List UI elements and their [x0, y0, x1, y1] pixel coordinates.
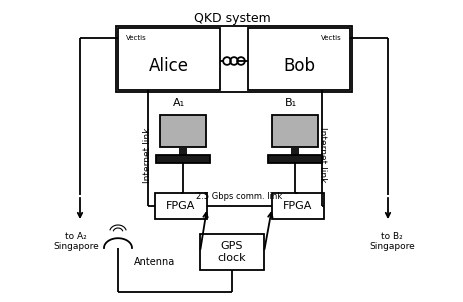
- Bar: [156, 155, 210, 163]
- Text: to A₂
Singapore: to A₂ Singapore: [53, 232, 99, 251]
- Bar: [116, 26, 352, 92]
- Text: Bob: Bob: [283, 57, 315, 76]
- Text: Internet link: Internet link: [144, 127, 152, 183]
- Bar: [291, 147, 299, 155]
- Text: 2.5 Gbps comm. link: 2.5 Gbps comm. link: [196, 192, 282, 201]
- Text: Internet link: Internet link: [318, 127, 326, 183]
- Bar: [200, 234, 264, 270]
- Text: Vectis: Vectis: [321, 35, 342, 41]
- Bar: [118, 28, 220, 90]
- Bar: [160, 115, 206, 147]
- Text: FPGA: FPGA: [166, 201, 196, 211]
- Text: B₁: B₁: [285, 98, 297, 108]
- Text: QKD system: QKD system: [194, 12, 270, 25]
- Text: Antenna: Antenna: [134, 257, 175, 267]
- Bar: [179, 147, 187, 155]
- Text: GPS
clock: GPS clock: [218, 241, 246, 263]
- Text: FPGA: FPGA: [283, 201, 313, 211]
- Bar: [248, 28, 350, 90]
- Bar: [268, 155, 322, 163]
- Text: A₁: A₁: [173, 98, 185, 108]
- Text: Alice: Alice: [149, 57, 189, 76]
- Bar: [272, 193, 324, 219]
- Bar: [272, 115, 318, 147]
- Text: to B₂
Singapore: to B₂ Singapore: [369, 232, 415, 251]
- Text: Vectis: Vectis: [126, 35, 147, 41]
- Bar: [155, 193, 207, 219]
